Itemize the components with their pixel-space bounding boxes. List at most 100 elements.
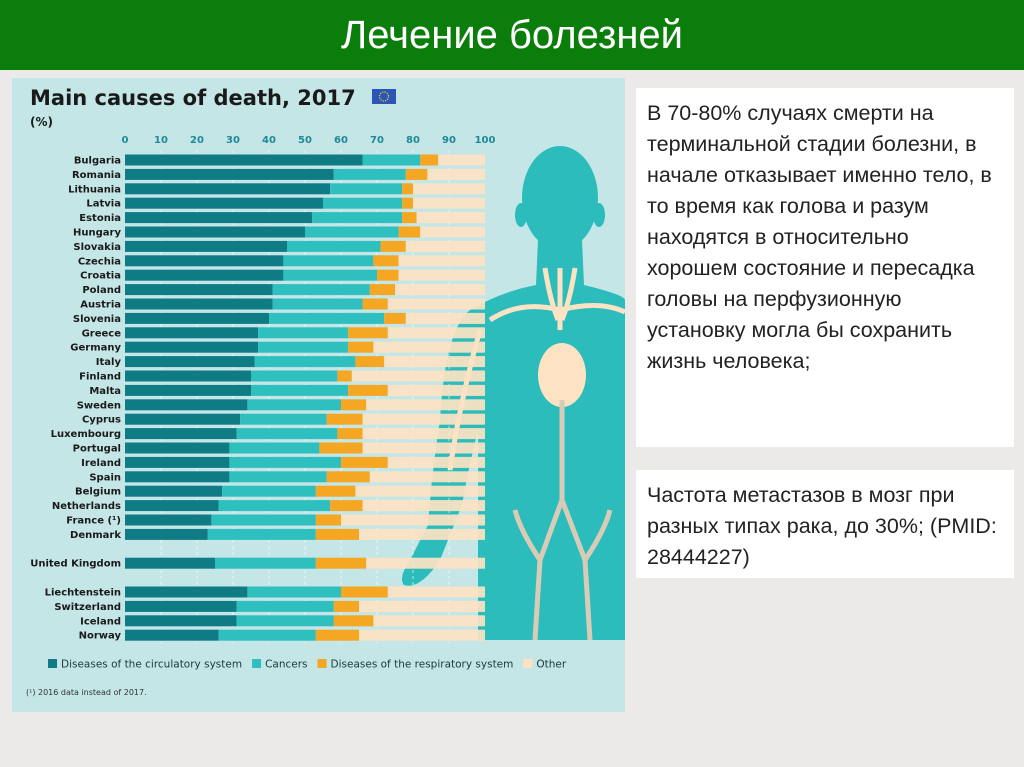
bar-circulatory xyxy=(125,298,273,310)
country-label: Romania xyxy=(72,170,121,181)
chart-subtitle: (%) xyxy=(30,115,53,129)
bar-cancers xyxy=(287,240,381,252)
country-label: Finland xyxy=(79,372,121,383)
bar-respiratory xyxy=(326,413,363,425)
bar-cancers xyxy=(258,327,349,339)
bar-respiratory xyxy=(315,514,341,526)
bar-cancers xyxy=(236,600,334,612)
bar-circulatory xyxy=(125,586,248,598)
bar-respiratory xyxy=(333,615,374,627)
bar-circulatory xyxy=(125,212,313,224)
bar-respiratory xyxy=(337,370,352,382)
eu-flag-icon xyxy=(372,89,396,104)
x-tick-label: 0 xyxy=(122,135,129,146)
country-label: Denmark xyxy=(70,530,121,541)
bar-respiratory xyxy=(398,226,421,238)
chart-title: Main causes of death, 2017 xyxy=(30,86,356,110)
country-label: Ireland xyxy=(81,458,121,469)
country-label: Greece xyxy=(82,328,122,339)
bar-cancers xyxy=(229,471,327,483)
bar-respiratory xyxy=(369,284,395,296)
country-label: Luxembourg xyxy=(51,429,121,440)
bar-other xyxy=(362,442,485,454)
bar-cancers xyxy=(229,456,341,468)
bar-cancers xyxy=(258,341,349,353)
country-label: Poland xyxy=(82,285,121,296)
bar-respiratory xyxy=(348,384,388,396)
text-terminal-stage: В 70-80% случаях смерти на терминальной … xyxy=(647,101,992,373)
country-label: Portugal xyxy=(73,444,121,455)
bar-respiratory xyxy=(341,456,388,468)
bar-circulatory xyxy=(125,413,241,425)
bar-cancers xyxy=(330,183,403,195)
bar-respiratory xyxy=(420,154,439,166)
bar-cancers xyxy=(229,442,320,454)
country-label: Spain xyxy=(89,472,121,483)
bar-cancers xyxy=(312,212,403,224)
bar-other xyxy=(362,428,485,440)
bar-respiratory xyxy=(402,212,417,224)
bar-circulatory xyxy=(125,255,284,267)
bar-cancers xyxy=(236,428,338,440)
bar-circulatory xyxy=(125,154,363,166)
country-label: Norway xyxy=(79,631,122,642)
bar-cancers xyxy=(218,629,316,641)
bar-cancers xyxy=(240,413,327,425)
country-label: Switzerland xyxy=(54,602,121,613)
text-box-metastases: Частота метастазов в мозг при разных тип… xyxy=(636,470,1014,578)
country-label: Netherlands xyxy=(52,501,121,512)
bar-cancers xyxy=(218,500,331,512)
bar-other xyxy=(438,154,485,166)
country-label: Iceland xyxy=(80,616,121,627)
legend-swatch-other xyxy=(523,659,533,668)
bar-cancers xyxy=(247,399,341,411)
bar-circulatory xyxy=(125,284,273,296)
bar-cancers xyxy=(272,284,370,296)
bar-respiratory xyxy=(315,557,367,569)
bar-circulatory xyxy=(125,370,251,382)
bar-other xyxy=(398,269,485,281)
bar-circulatory xyxy=(125,456,230,468)
bar-other xyxy=(387,298,485,310)
bar-circulatory xyxy=(125,240,287,252)
bar-respiratory xyxy=(315,528,359,540)
country-label: Latvia xyxy=(86,199,121,210)
country-label: Sweden xyxy=(77,400,121,411)
bar-respiratory xyxy=(362,298,388,310)
bar-cancers xyxy=(211,514,316,526)
bar-respiratory xyxy=(373,255,399,267)
x-tick-label: 30 xyxy=(226,135,240,146)
bar-respiratory xyxy=(377,269,399,281)
bar-cancers xyxy=(222,485,316,497)
bar-respiratory xyxy=(337,428,363,440)
country-label: Slovakia xyxy=(73,242,121,253)
bar-other xyxy=(373,615,485,627)
x-tick-label: 50 xyxy=(298,135,312,146)
text-metastases: Частота метастазов в мозг при разных тип… xyxy=(647,483,997,569)
bar-other xyxy=(355,485,485,497)
bar-other xyxy=(351,370,485,382)
bar-circulatory xyxy=(125,341,259,353)
bar-circulatory xyxy=(125,356,255,368)
legend-label-respiratory: Diseases of the respiratory system xyxy=(331,659,514,671)
x-tick-label: 60 xyxy=(334,135,348,146)
x-tick-label: 70 xyxy=(370,135,384,146)
bar-other xyxy=(413,197,485,209)
bar-circulatory xyxy=(125,312,269,324)
country-label: Estonia xyxy=(79,213,121,224)
country-label: United Kingdom xyxy=(30,559,121,570)
bar-circulatory xyxy=(125,485,223,497)
legend-label-circulatory: Diseases of the circulatory system xyxy=(61,659,242,671)
bar-circulatory xyxy=(125,226,305,238)
bar-respiratory xyxy=(348,327,388,339)
bar-respiratory xyxy=(380,240,406,252)
bar-other xyxy=(359,629,485,641)
x-tick-label: 100 xyxy=(475,135,496,146)
country-label: Austria xyxy=(80,300,121,311)
bar-other xyxy=(395,284,485,296)
bar-cancers xyxy=(207,528,316,540)
bar-circulatory xyxy=(125,615,237,627)
country-label: Belgium xyxy=(75,487,121,498)
bar-other xyxy=(405,240,485,252)
bar-other xyxy=(387,384,485,396)
